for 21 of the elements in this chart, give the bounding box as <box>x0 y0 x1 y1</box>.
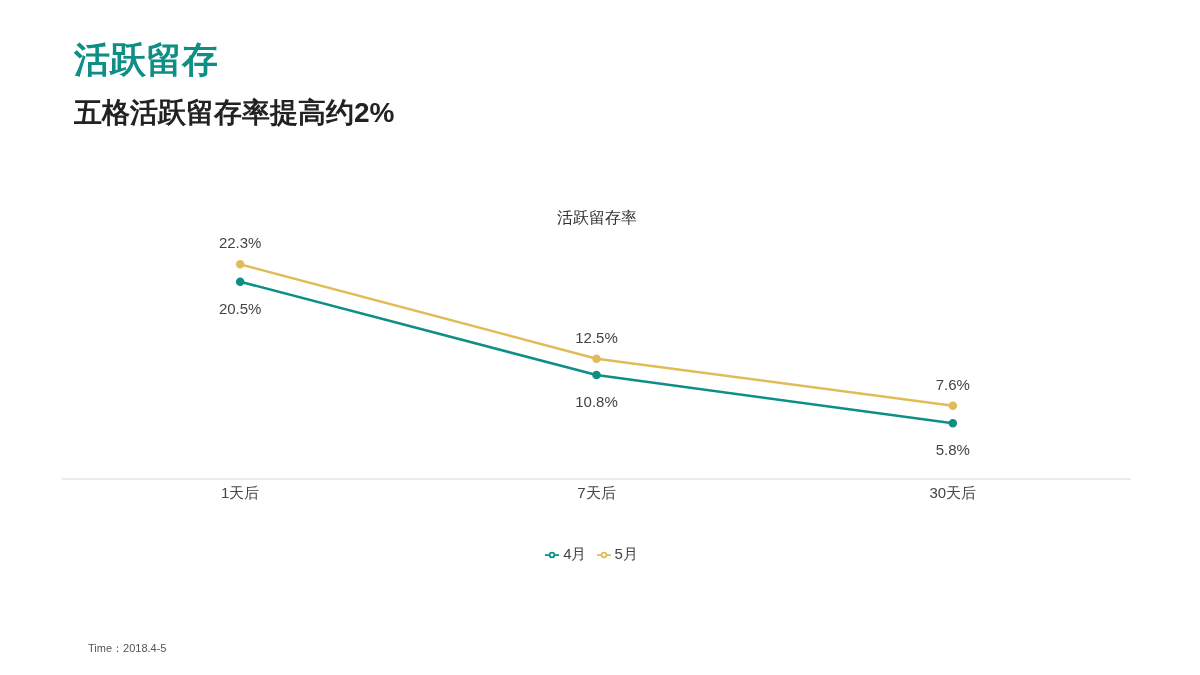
point <box>948 418 958 428</box>
data-label: 22.3% <box>218 234 262 252</box>
point <box>235 277 245 286</box>
legend-label: 4月 <box>563 545 587 562</box>
x-tick-label: 1天后 <box>220 483 260 501</box>
data-label: 10.8% <box>575 393 618 411</box>
legend-label: 5月 <box>614 545 638 562</box>
x-tick-label: 30天后 <box>929 483 977 501</box>
text: Time：2018.4-5 <box>88 641 167 656</box>
text: 活跃留存率 <box>555 208 638 228</box>
chart-subtitle: 五格活跃留存率提高约2% <box>74 96 395 130</box>
data-label: 12.5% <box>575 328 618 346</box>
chart-title: 活跃留存 <box>74 38 218 82</box>
data-label: 5.8% <box>935 441 970 459</box>
point <box>592 354 601 363</box>
data-label: 7.6% <box>935 375 970 393</box>
point <box>235 260 245 269</box>
x-tick-label: 7天后 <box>577 483 616 501</box>
data-label: 20.5% <box>218 299 262 317</box>
point <box>948 401 958 411</box>
point <box>592 370 601 380</box>
